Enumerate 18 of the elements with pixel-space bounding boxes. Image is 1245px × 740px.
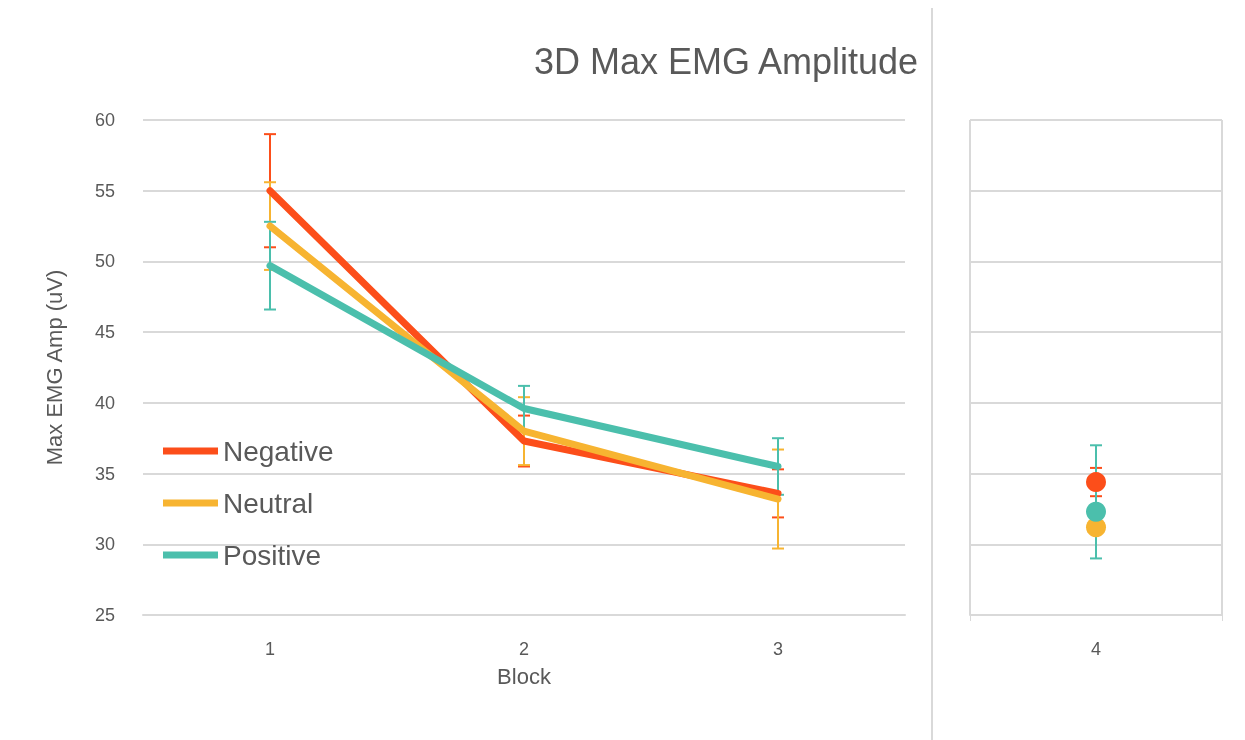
y-tick-label: 45 <box>94 322 115 343</box>
x-tick-label: 3 <box>772 639 784 659</box>
x-axis-title: Block <box>497 663 552 689</box>
chart-title: 3D Max EMG Amplitude <box>533 40 919 82</box>
y-tick-label: 40 <box>94 392 115 413</box>
y-tick-label: 50 <box>94 251 115 272</box>
y-tick-label: 35 <box>94 463 115 484</box>
legend-label: Neutral <box>223 487 314 519</box>
legend-label: Positive <box>223 539 322 571</box>
x-tick-label: 4 <box>1090 639 1102 659</box>
y-tick-label: 55 <box>94 180 115 201</box>
y-tick-label: 25 <box>94 605 115 625</box>
x-tick-label: 1 <box>264 639 276 659</box>
y-axis-title: Max EMG Amp (uV) <box>41 269 67 466</box>
x-tick-label: 2 <box>518 639 530 659</box>
legend-label: Negative <box>223 435 334 467</box>
y-tick-label: 30 <box>94 534 115 555</box>
y-tick-label: 60 <box>94 110 115 130</box>
